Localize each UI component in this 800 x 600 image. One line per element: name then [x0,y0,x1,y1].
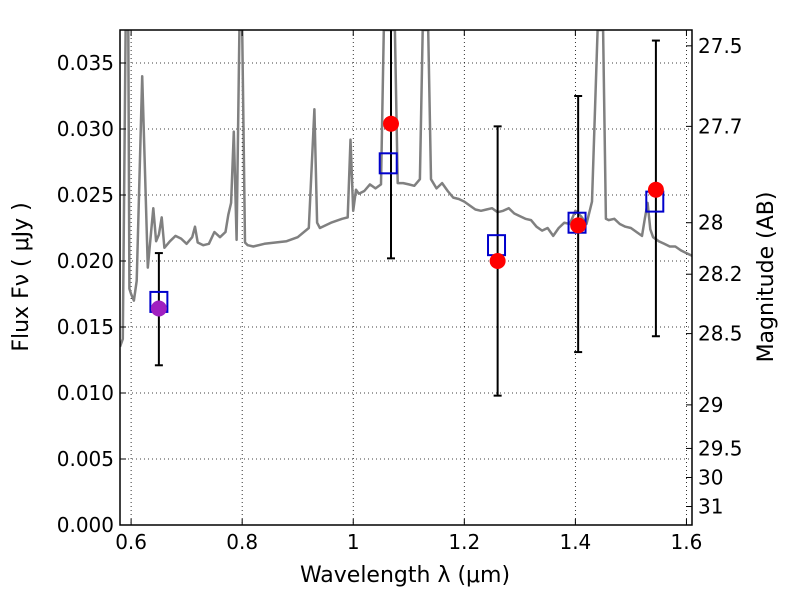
y-tick-label: 0.020 [57,249,114,273]
y-tick-label: 0.035 [57,51,114,75]
y2-tick-label: 27.5 [698,34,743,58]
y-tick-label: 0.025 [57,183,114,207]
y-tick-label: 0.010 [57,381,114,405]
y-tick-label: 0.030 [57,117,114,141]
model-box [487,234,507,257]
observed-photometry-points [150,115,664,317]
y2-axis-label: Magnitude (AB) [754,192,779,363]
observed-point [383,115,400,132]
x-tick-label: 1 [347,530,360,554]
model-box [378,152,398,175]
x-tick-label: 0.8 [226,530,258,554]
y2-tick-label: 31 [698,495,723,519]
model-photometry-boxes [149,152,665,313]
y-tick-label: 0.015 [57,315,114,339]
y2-tick-label: 28.5 [698,322,743,346]
y2-axis-ticks: 27.5 27.7 28 28.2 28.5 29 29.5 30 31 [686,34,743,519]
y2-tick-label: 30 [698,465,723,489]
x-tick-label: 1.2 [448,530,480,554]
observed-point [570,217,587,234]
y2-tick-label: 28.2 [698,262,743,286]
y-axis-label: Flux Fν ( μJy ) [9,202,34,351]
observed-point [647,181,664,198]
observed-point [150,300,167,317]
x-tick-label: 1.4 [559,530,591,554]
grid-lines [120,30,692,526]
x-axis-ticks: 0.6 0.8 1 1.2 1.4 1.6 [115,30,702,554]
y2-tick-label: 29 [698,393,723,417]
y-axis-ticks: 0.000 0.005 0.010 0.015 0.020 0.025 0.030 0.035 [57,51,126,537]
x-tick-label: 0.6 [115,530,147,554]
y-tick-label: 0.005 [57,447,114,471]
y-tick-label: 0.000 [57,513,114,537]
spectrum-line [120,30,692,348]
plot-frame [119,29,693,526]
x-axis-label: Wavelength λ (μm) [300,563,510,588]
x-tick-label: 1.6 [671,530,703,554]
y2-tick-label: 27.7 [698,114,743,138]
observed-point [489,253,506,269]
model-spectrum [120,30,692,348]
y2-tick-label: 28 [698,211,723,235]
y2-tick-label: 29.5 [698,436,743,460]
